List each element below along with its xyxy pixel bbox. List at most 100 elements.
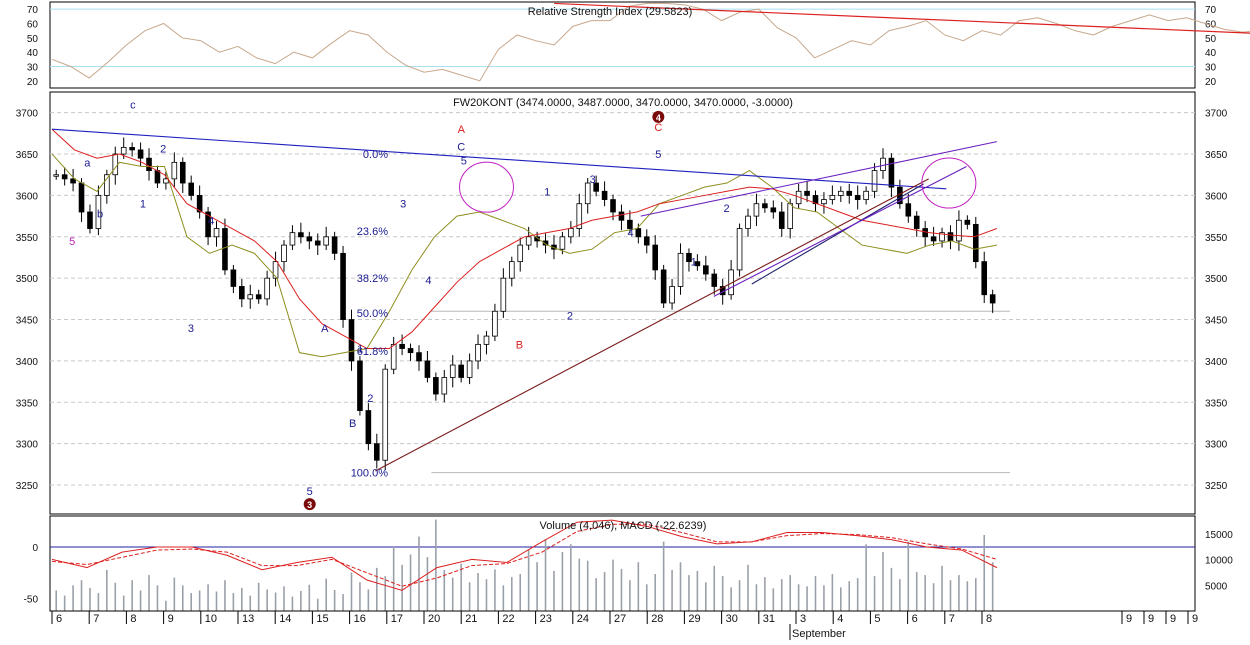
rsi-right-tick-label: 40 — [1205, 48, 1217, 59]
fibonacci-level-label: 61.8% — [357, 346, 388, 358]
price-right-tick-label: 3700 — [1205, 109, 1228, 120]
candle-body — [416, 352, 422, 362]
fibonacci-level-label: 0.0% — [363, 149, 388, 161]
candle-body — [247, 294, 254, 300]
wave-label: 5 — [69, 236, 75, 248]
price-right-tick-label: 3300 — [1205, 440, 1228, 451]
x-axis-right-marker: 9 — [1148, 613, 1154, 625]
rsi-left-tick-label: 30 — [27, 63, 39, 74]
rsi-left-tick-label: 70 — [27, 5, 39, 16]
wave-label: C — [654, 122, 662, 134]
candle-body — [331, 236, 338, 254]
x-axis-day-label: 29 — [688, 613, 700, 625]
rsi-line — [51, 2, 1250, 82]
x-axis-day-label: 20 — [428, 613, 440, 625]
price-trendline-1 — [375, 178, 929, 472]
candle-body — [272, 261, 279, 279]
price-left-tick-label: 3350 — [16, 398, 39, 409]
x-axis-day-label: 28 — [651, 613, 663, 625]
wave-label: A — [458, 124, 466, 136]
wave-label: 3 — [590, 174, 596, 186]
wave-label: 5 — [655, 149, 661, 161]
fibonacci-level-label: 50.0% — [357, 308, 388, 320]
x-axis-day-label: 31 — [763, 613, 775, 625]
x-axis-day-label: 6 — [56, 613, 62, 625]
candle-body — [281, 244, 287, 263]
price-left-tick-label: 3500 — [16, 274, 39, 285]
wave-label: 2 — [567, 310, 573, 322]
candle-body — [888, 157, 895, 188]
candle-body — [669, 286, 675, 304]
wave-label: B — [349, 418, 356, 430]
volume-tick-label: 15000 — [1205, 530, 1233, 541]
wave-highlight-circle-0 — [459, 161, 515, 213]
candle-body — [989, 294, 996, 304]
volume-macd-title: Volume (4,046), MACD (-22.6239) — [540, 520, 707, 532]
candle-body — [424, 360, 431, 378]
price-left-tick-label: 3600 — [16, 191, 39, 202]
price-frame — [49, 91, 1196, 515]
x-axis-day-label: 14 — [279, 613, 291, 625]
candle-body — [449, 364, 456, 378]
wave-highlight-circle-1 — [921, 157, 977, 209]
candle-body — [778, 211, 785, 229]
candle-body — [762, 203, 768, 209]
wave-label: 3 — [400, 199, 406, 211]
candle-body — [483, 335, 490, 345]
x-axis-day-label: 15 — [316, 613, 328, 625]
candle-body — [981, 261, 988, 296]
price-right-tick-label: 3350 — [1205, 398, 1228, 409]
wave-label: C — [457, 142, 465, 154]
candle-body — [163, 178, 169, 184]
candle-body — [171, 161, 178, 180]
candle-body — [466, 360, 473, 378]
macd-tick-label: 0 — [32, 543, 38, 554]
candle-body — [365, 410, 372, 445]
x-axis-day-label: 3 — [800, 613, 806, 625]
candle-body — [871, 170, 878, 192]
candle-body — [913, 215, 920, 229]
price-left-tick-label: 3300 — [16, 440, 39, 451]
candle-body — [745, 215, 751, 229]
price-right-tick-label: 3500 — [1205, 274, 1228, 285]
candle-body — [61, 174, 68, 180]
candle-body — [863, 190, 869, 200]
wave-label: 2 — [367, 393, 373, 405]
x-axis-day-label: 6 — [912, 613, 918, 625]
price-left-tick-label: 3700 — [16, 109, 39, 120]
price-right-tick-label: 3400 — [1205, 357, 1228, 368]
x-axis-day-label: 23 — [540, 613, 552, 625]
circled-wave-marker — [303, 498, 316, 511]
candle-body — [213, 228, 220, 238]
candle-body — [829, 195, 836, 200]
candle-body — [188, 182, 195, 196]
candle-body — [787, 203, 793, 229]
x-axis-day-label: 16 — [354, 613, 366, 625]
price-left-tick-label: 3650 — [16, 150, 39, 161]
candle-body — [821, 199, 827, 205]
price-left-tick-label: 3250 — [16, 481, 39, 492]
candle-body — [390, 343, 397, 370]
x-axis-day-label: 9 — [168, 613, 174, 625]
price-right-tick-label: 3650 — [1205, 150, 1228, 161]
fibonacci-level-label: 23.6% — [357, 226, 388, 238]
moving-average-short — [51, 153, 997, 358]
x-axis-day-label: 27 — [614, 613, 626, 625]
candle-body — [559, 236, 566, 250]
candle-body — [112, 153, 119, 176]
x-axis-day-label: 10 — [205, 613, 217, 625]
rsi-title: Relative Strength Index (29.5823) — [528, 6, 693, 18]
candle-body — [53, 174, 60, 177]
candle-body — [703, 265, 709, 275]
candle-body — [500, 277, 507, 312]
price-trendline-0 — [51, 128, 947, 190]
candle-body — [146, 157, 152, 172]
x-axis-day-label: 5 — [874, 613, 880, 625]
candle-body — [399, 343, 405, 349]
x-axis-day-label: 22 — [502, 613, 514, 625]
price-left-tick-label: 3450 — [16, 316, 39, 327]
wave-label: 4 — [425, 275, 431, 287]
